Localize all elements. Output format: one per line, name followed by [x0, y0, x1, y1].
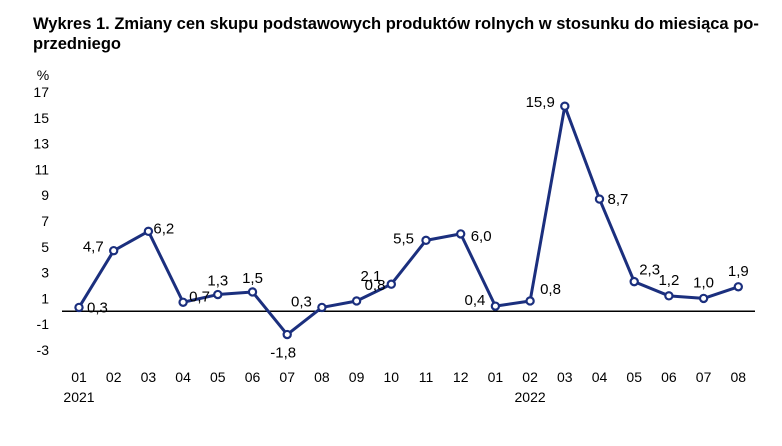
- y-tick-label: 15: [33, 110, 49, 126]
- chart-title: Wykres 1. Zmiany cen skupu podstawowych …: [33, 15, 759, 53]
- data-point: [213, 289, 223, 300]
- data-point: [456, 229, 466, 239]
- data-point: [490, 301, 501, 311]
- x-tick-label: 08: [314, 369, 330, 385]
- data-point: [629, 276, 639, 287]
- x-tick-label: 04: [592, 369, 608, 385]
- data-point: [386, 279, 396, 289]
- data-point: [247, 287, 258, 297]
- y-tick-label: -1: [37, 316, 50, 332]
- data-point: [698, 293, 709, 304]
- data-label: 0,3: [87, 299, 108, 316]
- data-label: 4,7: [83, 239, 104, 256]
- x-tick-label: 08: [731, 369, 747, 385]
- x-tick-label: 05: [210, 369, 226, 385]
- data-label: 0,4: [465, 292, 486, 309]
- data-label: 1,0: [693, 274, 714, 291]
- data-label: 0,3: [291, 293, 312, 310]
- data-label: 1,3: [207, 273, 228, 290]
- data-point: [317, 302, 327, 313]
- x-tick-label: 02: [106, 369, 122, 385]
- y-tick-label: 17: [33, 84, 49, 100]
- y-tick-label: 1: [41, 290, 49, 306]
- y-tick-label: 13: [33, 136, 49, 152]
- data-point: [421, 235, 431, 246]
- x-tick-label: 06: [661, 369, 677, 385]
- data-point: [143, 226, 154, 237]
- data-label: 2,1: [360, 268, 381, 285]
- y-tick-label: 5: [41, 239, 49, 255]
- x-axis-ticks: 01 02 03 04 05 06 07 08 09 10 11 12 01 02 03 04 05 06 07 08: [71, 369, 746, 385]
- data-label: 6,0: [471, 228, 492, 245]
- data-labels: 0,34,76,20,71,3 1,5-1,80,30,82,15,5 6,00,4…: [83, 94, 749, 361]
- x-tick-label: 06: [245, 369, 261, 385]
- data-point: [178, 297, 188, 307]
- data-label: 5,5: [393, 230, 414, 247]
- x-tick-label: 09: [349, 369, 365, 385]
- x-tick-label: 12: [453, 369, 469, 385]
- data-label: 8,7: [608, 191, 629, 208]
- y-axis-unit: %: [37, 67, 49, 83]
- y-tick-label: 9: [41, 187, 49, 203]
- data-label: 0,7: [189, 288, 210, 305]
- data-point: [351, 296, 362, 306]
- y-tick-label: 3: [41, 265, 49, 281]
- x-axis-year-labels: 2021 2022: [63, 389, 545, 405]
- year-label: 2021: [63, 389, 94, 405]
- data-point: [594, 194, 605, 204]
- series-line: [77, 104, 739, 337]
- x-tick-label: 02: [522, 369, 538, 385]
- x-tick-label: 01: [488, 369, 504, 385]
- x-tick-label: 01: [71, 369, 87, 385]
- data-point: [525, 296, 535, 306]
- data-label: 1,2: [658, 272, 679, 289]
- x-tick-label: 04: [175, 369, 191, 385]
- year-label: 2022: [515, 389, 546, 405]
- data-point: [664, 291, 674, 301]
- x-tick-label: 05: [626, 369, 642, 385]
- data-label: 1,9: [728, 263, 749, 280]
- y-tick-label: -3: [37, 342, 50, 358]
- data-label: 0,8: [365, 277, 386, 294]
- data-point: [733, 282, 744, 292]
- data-point: [74, 302, 84, 313]
- data-point: [560, 101, 570, 111]
- data-label: -1,8: [270, 345, 296, 362]
- data-label: 6,2: [153, 220, 174, 237]
- y-tick-label: 7: [41, 213, 49, 229]
- x-tick-label: 07: [279, 369, 295, 385]
- x-tick-label: 11: [419, 369, 434, 385]
- data-label: 2,3: [639, 262, 660, 279]
- data-point: [108, 245, 119, 256]
- x-tick-label: 03: [141, 369, 157, 385]
- x-tick-label: 03: [557, 369, 573, 385]
- data-label: 0,8: [540, 281, 561, 298]
- x-tick-label: 10: [384, 369, 400, 385]
- data-point: [282, 329, 292, 340]
- data-label: 1,5: [242, 270, 263, 287]
- y-tick-label: 11: [34, 161, 49, 177]
- data-label: 15,9: [526, 94, 555, 111]
- data-markers: [74, 101, 744, 340]
- x-tick-label: 07: [696, 369, 712, 385]
